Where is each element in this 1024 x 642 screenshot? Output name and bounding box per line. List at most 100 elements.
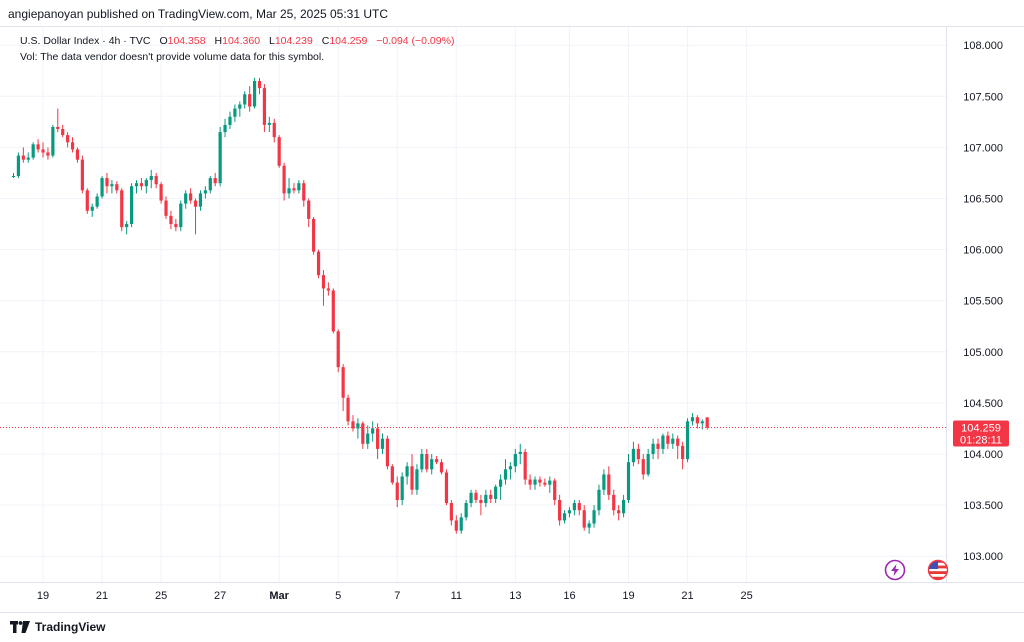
time-tick-label: 11	[451, 590, 462, 602]
candle-body	[538, 479, 542, 483]
tradingview-logo-icon	[10, 621, 30, 633]
us-flag-icon[interactable]	[927, 559, 949, 581]
footer: TradingView	[0, 612, 1024, 642]
legend-l-value: 104.239	[275, 35, 313, 47]
candle-body	[312, 218, 316, 252]
candle-body	[685, 421, 690, 460]
legend-h-value: 104.360	[222, 35, 260, 47]
candle-body	[415, 469, 419, 490]
tradingview-logo-text: TradingView	[35, 620, 106, 634]
candle-body	[252, 80, 257, 107]
candle-body	[484, 494, 488, 504]
grid	[0, 27, 946, 582]
candle-body	[193, 200, 198, 207]
candle-body	[31, 144, 35, 158]
candle-body	[400, 476, 404, 500]
candle-body	[671, 438, 675, 444]
candle-body	[695, 417, 699, 424]
candle-body	[144, 180, 148, 187]
candle-body	[257, 80, 262, 89]
candle-body	[238, 104, 242, 109]
price-axis[interactable]: 103.000 103.500 104.000 104.500 105.000 105.5…	[963, 40, 1003, 563]
candle-body	[420, 454, 424, 470]
candle-body	[228, 116, 232, 125]
candle-body	[597, 489, 601, 511]
price-tick-label: 107.500	[963, 91, 1003, 103]
candle-body	[70, 142, 75, 150]
candle-body	[341, 367, 345, 398]
candle-body	[164, 200, 168, 216]
candle-body	[80, 159, 84, 191]
candle-body	[602, 474, 606, 490]
bar-countdown: 01:28:11	[960, 435, 1002, 447]
legend-l-label: L	[269, 35, 275, 47]
candle-body	[395, 482, 399, 500]
candle-body	[184, 193, 188, 204]
candle-body	[459, 517, 463, 531]
candle-body	[125, 224, 129, 228]
candle-body	[66, 135, 70, 143]
candle-body	[129, 186, 134, 225]
candle-body	[169, 215, 173, 225]
candle-body	[454, 520, 458, 531]
price-tick-label: 105.000	[963, 347, 1003, 359]
time-tick-label: 25	[155, 590, 167, 602]
legend-volume-note: Vol: The data vendor doesn't provide vol…	[20, 51, 324, 63]
candle-body	[154, 176, 158, 185]
candle-body	[562, 513, 567, 521]
candle-body	[41, 149, 45, 153]
time-axis[interactable]: 19 21 25 27 Mar 5 7 11 13 16 19 21 25	[37, 590, 753, 602]
candle-body	[503, 469, 508, 480]
legend-change: −0.094 (−0.09%)	[376, 35, 454, 47]
candle-body	[189, 193, 193, 201]
candle-body	[105, 178, 109, 187]
candle-body	[90, 206, 94, 211]
candle-body	[115, 184, 119, 191]
price-tick-label: 106.000	[963, 245, 1003, 257]
candle-body	[208, 178, 212, 191]
candle-body	[100, 178, 104, 197]
legend: U.S. Dollar Index · 4h · TVC O104.358 H1…	[20, 35, 454, 63]
legend-c-value: 104.259	[329, 35, 367, 47]
price-tick-label: 106.500	[963, 194, 1003, 206]
price-tick-label: 104.000	[963, 449, 1003, 461]
candles	[11, 77, 709, 534]
time-tick-label: 13	[509, 590, 521, 602]
candle-body	[681, 445, 685, 460]
lightning-event-icon[interactable]	[884, 559, 906, 581]
publish-header: angiepanoyan published on TradingView.co…	[0, 0, 1024, 27]
legend-c-label: C	[322, 35, 330, 47]
legend-o-value: 104.358	[168, 35, 206, 47]
candle-body	[371, 428, 375, 434]
candle-body	[518, 451, 522, 454]
price-tick-label: 103.000	[963, 551, 1003, 563]
publish-line: angiepanoyan published on TradingView.co…	[8, 7, 389, 21]
candle-body	[213, 178, 217, 184]
candlestick-chart[interactable]: 103.000 103.500 104.000 104.500 105.000 105.5…	[0, 0, 1024, 612]
candle-body	[425, 454, 429, 470]
candle-body	[656, 443, 660, 449]
tradingview-logo[interactable]: TradingView	[10, 620, 105, 634]
candle-body	[223, 124, 227, 133]
candle-body	[21, 155, 25, 160]
legend-symbol: U.S. Dollar Index · 4h · TVC	[20, 35, 151, 47]
candle-body	[553, 480, 557, 500]
candle-body	[351, 421, 355, 429]
time-tick-label: 7	[394, 590, 400, 602]
legend-h-label: H	[215, 35, 223, 47]
candle-body	[676, 438, 680, 446]
price-tick-label: 107.000	[963, 142, 1003, 154]
candle-body	[85, 190, 89, 211]
candle-body	[375, 428, 380, 449]
candle-body	[26, 157, 30, 160]
candle-body	[282, 165, 286, 194]
svg-text:U.S. Dollar Index · 4h · TVC: U.S. Dollar Index · 4h · TVC O104.358 H1…	[20, 35, 454, 47]
candle-body	[248, 94, 252, 107]
candle-body	[479, 499, 483, 504]
last-price-value: 104.259	[961, 423, 1001, 435]
time-tick-label: 5	[335, 590, 341, 602]
candle-body	[292, 188, 296, 191]
candle-body	[592, 510, 596, 524]
candle-body	[636, 448, 640, 460]
time-tick-label: Mar	[269, 590, 289, 602]
